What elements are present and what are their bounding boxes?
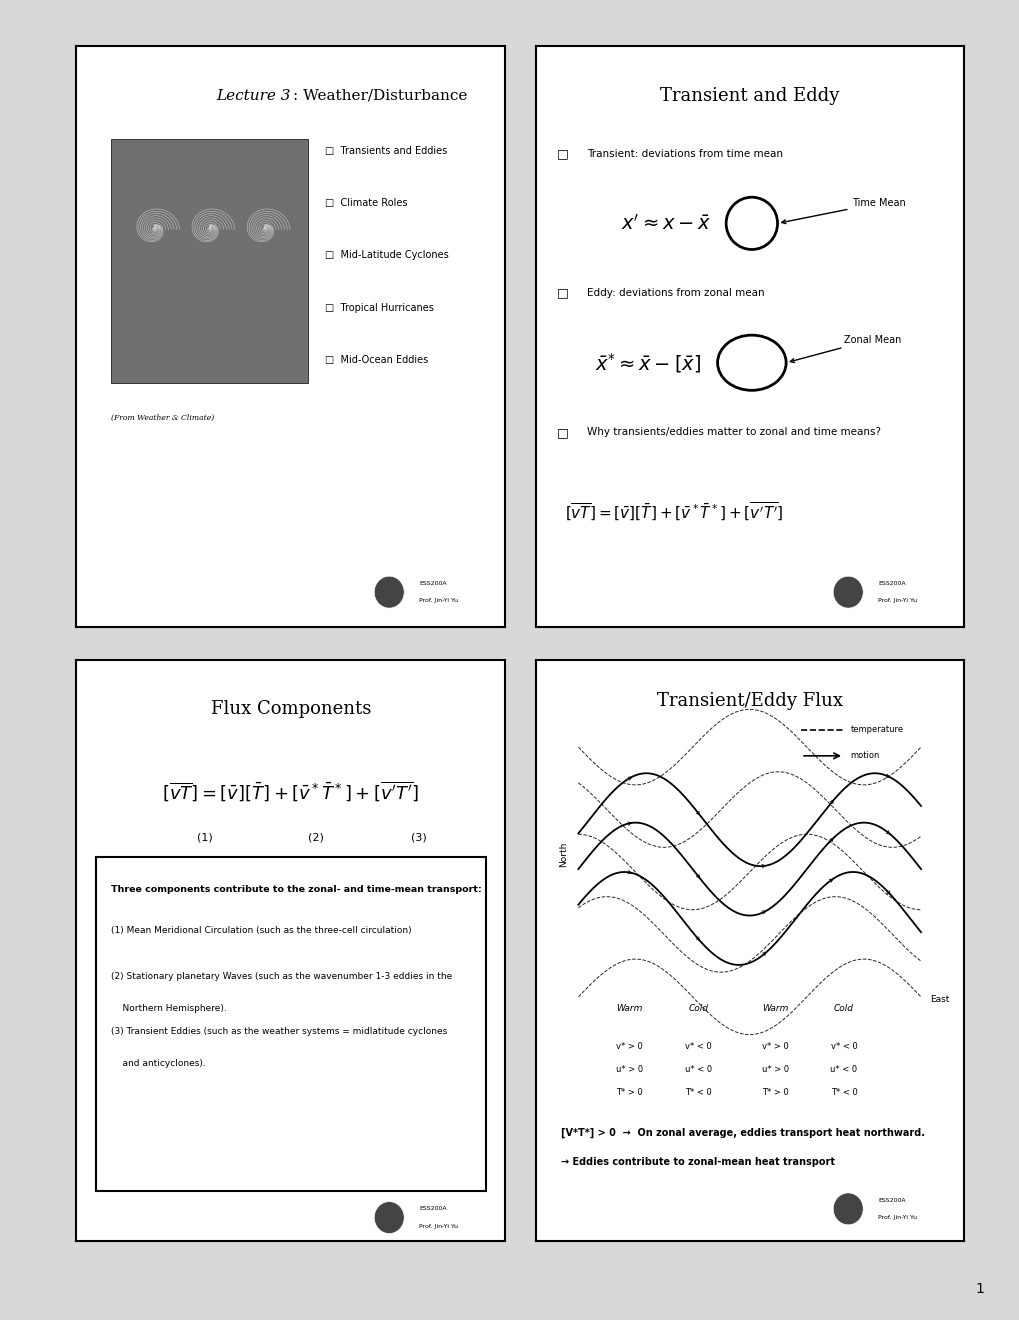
Text: Three components contribute to the zonal- and time-mean transport:: Three components contribute to the zonal… bbox=[111, 884, 481, 894]
Text: Lecture 3: Lecture 3 bbox=[216, 88, 290, 103]
Text: □  Climate Roles: □ Climate Roles bbox=[325, 198, 407, 209]
Text: □: □ bbox=[556, 147, 569, 160]
Text: □  Tropical Hurricanes: □ Tropical Hurricanes bbox=[325, 302, 433, 313]
Text: Warm: Warm bbox=[615, 1005, 642, 1012]
Text: □: □ bbox=[556, 286, 569, 300]
Text: ESS200A: ESS200A bbox=[419, 581, 446, 586]
Text: (2) Stationary planetary Waves (such as the wavenumber 1-3 eddies in the: (2) Stationary planetary Waves (such as … bbox=[111, 972, 451, 981]
Text: Transient and Eddy: Transient and Eddy bbox=[659, 87, 839, 104]
Text: Warm: Warm bbox=[761, 1005, 788, 1012]
Text: Prof. Jin-Yi Yu: Prof. Jin-Yi Yu bbox=[877, 598, 916, 603]
Text: $[\overline{vT}] = [\bar{v}][\bar{T}] + [\bar{v}^*\bar{T}^*] + [\overline{v'T'}]: $[\overline{vT}] = [\bar{v}][\bar{T}] + … bbox=[565, 500, 784, 521]
Text: □  Mid-Ocean Eddies: □ Mid-Ocean Eddies bbox=[325, 355, 428, 364]
Text: □  Transients and Eddies: □ Transients and Eddies bbox=[325, 145, 446, 156]
Text: $\bar{x}^{*} \approx \bar{x} - [\bar{x}]$: $\bar{x}^{*} \approx \bar{x} - [\bar{x}]… bbox=[595, 351, 701, 375]
Text: Transient: deviations from time mean: Transient: deviations from time mean bbox=[586, 149, 783, 158]
Text: 1: 1 bbox=[974, 1282, 983, 1296]
Ellipse shape bbox=[833, 576, 862, 609]
Text: motion: motion bbox=[850, 751, 878, 760]
Text: u* < 0: u* < 0 bbox=[829, 1065, 857, 1074]
Text: Prof. Jin-Yi Yu: Prof. Jin-Yi Yu bbox=[419, 598, 458, 603]
Text: Zonal Mean: Zonal Mean bbox=[790, 334, 901, 363]
Text: (2): (2) bbox=[308, 832, 324, 842]
Text: Northern Hemisphere).: Northern Hemisphere). bbox=[111, 1005, 226, 1012]
Text: Cold: Cold bbox=[834, 1005, 853, 1012]
Text: (3): (3) bbox=[411, 832, 427, 842]
Text: Eddy: deviations from zonal mean: Eddy: deviations from zonal mean bbox=[586, 288, 764, 298]
Text: T* < 0: T* < 0 bbox=[684, 1088, 711, 1097]
Text: ESS200A: ESS200A bbox=[877, 1197, 905, 1203]
Text: North: North bbox=[558, 842, 568, 867]
Text: Flux Components: Flux Components bbox=[210, 701, 371, 718]
Text: Cold: Cold bbox=[688, 1005, 707, 1012]
Text: Transient/Eddy Flux: Transient/Eddy Flux bbox=[656, 692, 842, 710]
Text: → Eddies contribute to zonal-mean heat transport: → Eddies contribute to zonal-mean heat t… bbox=[560, 1158, 835, 1167]
Text: Time Mean: Time Mean bbox=[781, 198, 905, 223]
Text: and anticyclones).: and anticyclones). bbox=[111, 1059, 205, 1068]
Text: T* > 0: T* > 0 bbox=[761, 1088, 788, 1097]
Text: Prof. Jin-Yi Yu: Prof. Jin-Yi Yu bbox=[877, 1216, 916, 1220]
Text: v* < 0: v* < 0 bbox=[829, 1041, 857, 1051]
Text: (1): (1) bbox=[197, 832, 213, 842]
Text: Why transients/eddies matter to zonal and time means?: Why transients/eddies matter to zonal an… bbox=[586, 428, 880, 437]
FancyBboxPatch shape bbox=[96, 858, 485, 1192]
Text: $x' \approx x - \bar{x}$: $x' \approx x - \bar{x}$ bbox=[621, 214, 711, 234]
Ellipse shape bbox=[833, 1193, 862, 1225]
Text: temperature: temperature bbox=[850, 725, 903, 734]
Text: v* < 0: v* < 0 bbox=[684, 1041, 711, 1051]
Text: □  Mid-Latitude Cyclones: □ Mid-Latitude Cyclones bbox=[325, 251, 448, 260]
Text: u* > 0: u* > 0 bbox=[615, 1065, 643, 1074]
Text: $[\overline{vT}] = [\bar{v}][\bar{T}] + [\bar{v}^*\bar{T}^*] + [\overline{v'T'}]: $[\overline{vT}] = [\bar{v}][\bar{T}] + … bbox=[162, 779, 419, 803]
Text: [V*T*] > 0  →  On zonal average, eddies transport heat northward.: [V*T*] > 0 → On zonal average, eddies tr… bbox=[560, 1129, 924, 1138]
Text: ESS200A: ESS200A bbox=[419, 1206, 446, 1212]
Text: v* > 0: v* > 0 bbox=[615, 1041, 643, 1051]
Text: □: □ bbox=[556, 426, 569, 440]
Ellipse shape bbox=[374, 576, 404, 609]
Text: u* < 0: u* < 0 bbox=[684, 1065, 711, 1074]
Text: u* > 0: u* > 0 bbox=[761, 1065, 788, 1074]
Text: (3) Transient Eddies (such as the weather systems = midlatitude cyclones: (3) Transient Eddies (such as the weathe… bbox=[111, 1027, 446, 1036]
Text: : Weather/Disturbance: : Weather/Disturbance bbox=[292, 88, 467, 103]
Text: T* > 0: T* > 0 bbox=[615, 1088, 643, 1097]
Ellipse shape bbox=[374, 1201, 404, 1233]
Text: Prof. Jin-Yi Yu: Prof. Jin-Yi Yu bbox=[419, 1224, 458, 1229]
Text: v* > 0: v* > 0 bbox=[761, 1041, 788, 1051]
Ellipse shape bbox=[152, 227, 157, 232]
Ellipse shape bbox=[207, 227, 212, 232]
Bar bbox=[111, 139, 308, 383]
Ellipse shape bbox=[262, 227, 267, 232]
Text: East: East bbox=[928, 995, 948, 1005]
Text: (From Weather & Climate): (From Weather & Climate) bbox=[111, 414, 214, 422]
Text: (1) Mean Meridional Circulation (such as the three-cell circulation): (1) Mean Meridional Circulation (such as… bbox=[111, 925, 411, 935]
Text: ESS200A: ESS200A bbox=[877, 581, 905, 586]
Text: T* < 0: T* < 0 bbox=[829, 1088, 857, 1097]
